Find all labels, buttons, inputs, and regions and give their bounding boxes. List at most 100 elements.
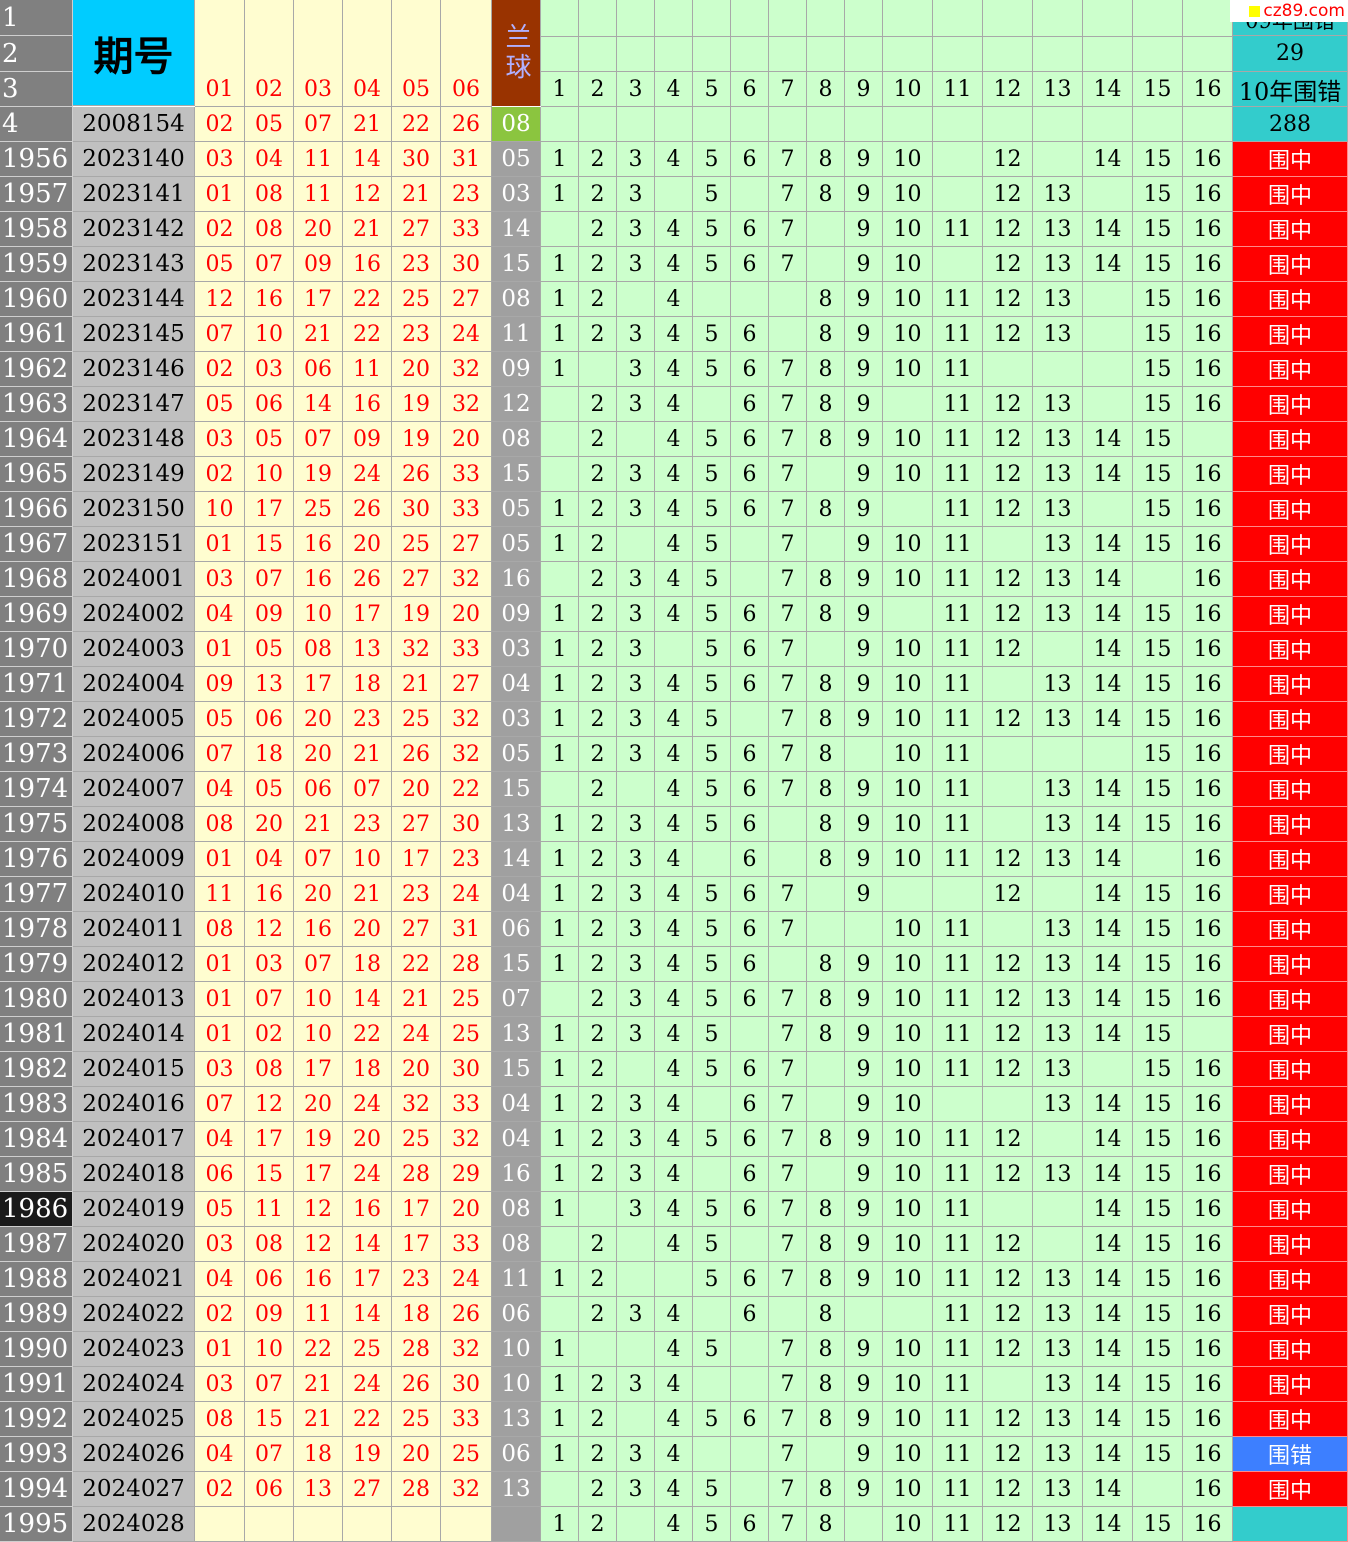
grid-cell[interactable]: 12 — [983, 947, 1033, 982]
grid-cell[interactable] — [807, 107, 845, 142]
grid-cell[interactable] — [693, 1087, 731, 1122]
grid-cell[interactable]: 2 — [579, 1472, 617, 1507]
grid-cell[interactable]: 4 — [655, 1507, 693, 1542]
grid-cell[interactable]: 11 — [933, 1262, 983, 1297]
grid-col-header[interactable]: 5 — [693, 72, 731, 107]
grid-cell[interactable]: 3 — [617, 877, 655, 912]
period-cell[interactable]: 2024017 — [73, 1122, 195, 1157]
grid-cell[interactable] — [731, 527, 769, 562]
grid-cell[interactable]: 2 — [579, 282, 617, 317]
grid-cell[interactable]: 12 — [983, 492, 1033, 527]
red-col-header[interactable]: 04 — [343, 72, 392, 107]
grid-cell[interactable] — [933, 877, 983, 912]
red-number-cell[interactable]: 23 — [441, 842, 492, 877]
blue-number-cell[interactable] — [492, 1507, 541, 1542]
grid-cell[interactable]: 16 — [1183, 1262, 1233, 1297]
blue-number-cell[interactable]: 16 — [492, 1157, 541, 1192]
red-number-cell[interactable]: 03 — [195, 562, 245, 597]
red-number-cell[interactable]: 23 — [392, 247, 441, 282]
red-number-cell[interactable]: 16 — [294, 527, 343, 562]
grid-cell[interactable]: 4 — [655, 212, 693, 247]
grid-cell[interactable]: 6 — [731, 807, 769, 842]
grid-cell[interactable]: 4 — [655, 492, 693, 527]
grid-cell[interactable]: 10 — [883, 1367, 933, 1402]
grid-cell[interactable]: 6 — [731, 422, 769, 457]
grid-cell[interactable] — [883, 1297, 933, 1332]
grid-cell[interactable]: 4 — [655, 947, 693, 982]
red-number-cell[interactable]: 06 — [245, 1472, 294, 1507]
period-cell[interactable]: 2024027 — [73, 1472, 195, 1507]
period-cell[interactable]: 2023146 — [73, 352, 195, 387]
period-cell[interactable]: 2024018 — [73, 1157, 195, 1192]
red-number-cell[interactable]: 22 — [294, 1332, 343, 1367]
period-cell[interactable]: 2023144 — [73, 282, 195, 317]
grid-cell[interactable] — [541, 1297, 579, 1332]
grid-cell[interactable]: 2 — [579, 1017, 617, 1052]
grid-cell[interactable]: 4 — [655, 877, 693, 912]
grid-cell[interactable]: 8 — [807, 597, 845, 632]
grid-cell[interactable]: 15 — [1133, 912, 1183, 947]
result-status-cell[interactable]: 围中 — [1233, 282, 1348, 317]
red-number-cell[interactable]: 28 — [441, 947, 492, 982]
grid-cell[interactable]: 12 — [983, 457, 1033, 492]
reference-blue-number[interactable]: 08 — [492, 107, 541, 142]
red-col-header[interactable]: 06 — [441, 72, 492, 107]
red-number-cell[interactable]: 20 — [392, 1052, 441, 1087]
grid-cell[interactable]: 15 — [1133, 632, 1183, 667]
grid-cell[interactable]: 2 — [579, 737, 617, 772]
grid-cell[interactable]: 6 — [731, 667, 769, 702]
grid-cell[interactable]: 14 — [1083, 1507, 1133, 1542]
red-number-cell[interactable]: 05 — [195, 387, 245, 422]
blue-number-cell[interactable]: 13 — [492, 807, 541, 842]
grid-cell[interactable]: 16 — [1183, 527, 1233, 562]
grid-cell[interactable]: 2 — [579, 142, 617, 177]
result-status-cell[interactable]: 围中 — [1233, 597, 1348, 632]
row-header[interactable]: 3 — [0, 72, 73, 107]
grid-cell[interactable]: 16 — [1183, 842, 1233, 877]
red-number-cell[interactable]: 07 — [245, 562, 294, 597]
grid-cell[interactable]: 5 — [693, 632, 731, 667]
grid-cell[interactable] — [655, 107, 693, 142]
grid-cell[interactable]: 9 — [845, 1157, 883, 1192]
red-number-cell[interactable]: 16 — [294, 1262, 343, 1297]
grid-cell[interactable]: 14 — [1083, 877, 1133, 912]
grid-cell[interactable] — [807, 527, 845, 562]
red-number-cell[interactable]: 27 — [392, 807, 441, 842]
grid-cell[interactable]: 14 — [1083, 1437, 1133, 1472]
grid-cell[interactable]: 12 — [983, 1262, 1033, 1297]
grid-cell[interactable]: 7 — [769, 1367, 807, 1402]
red-number-cell[interactable] — [245, 1507, 294, 1542]
grid-cell[interactable]: 15 — [1133, 1017, 1183, 1052]
red-number-cell[interactable]: 01 — [195, 177, 245, 212]
grid-cell[interactable]: 11 — [933, 492, 983, 527]
red-number-cell[interactable]: 16 — [343, 247, 392, 282]
grid-cell[interactable]: 10 — [883, 422, 933, 457]
blue-number-cell[interactable]: 08 — [492, 422, 541, 457]
grid-cell[interactable]: 6 — [731, 247, 769, 282]
grid-cell[interactable]: 2 — [579, 1262, 617, 1297]
row-header[interactable]: 1990 — [0, 1332, 73, 1367]
grid-cell[interactable]: 12 — [983, 317, 1033, 352]
grid-cell[interactable] — [1033, 142, 1083, 177]
red-number-cell[interactable]: 20 — [294, 212, 343, 247]
grid-cell[interactable]: 15 — [1133, 982, 1183, 1017]
grid-cell[interactable]: 11 — [933, 842, 983, 877]
grid-cell[interactable]: 4 — [655, 1332, 693, 1367]
red-number-cell[interactable]: 32 — [392, 632, 441, 667]
red-number-cell[interactable]: 08 — [245, 212, 294, 247]
grid-cell[interactable]: 7 — [769, 1157, 807, 1192]
red-number-cell[interactable]: 20 — [441, 1192, 492, 1227]
red-number-cell[interactable]: 32 — [392, 1087, 441, 1122]
grid-cell[interactable]: 11 — [933, 1122, 983, 1157]
grid-cell[interactable]: 16 — [1183, 877, 1233, 912]
grid-cell[interactable]: 2 — [579, 317, 617, 352]
row-header[interactable]: 1971 — [0, 667, 73, 702]
grid-cell[interactable]: 13 — [1033, 1472, 1083, 1507]
grid-cell[interactable]: 5 — [693, 912, 731, 947]
red-number-cell[interactable]: 07 — [245, 982, 294, 1017]
grid-cell[interactable]: 3 — [617, 492, 655, 527]
grid-cell[interactable]: 4 — [655, 387, 693, 422]
grid-cell[interactable]: 16 — [1183, 1192, 1233, 1227]
grid-cell[interactable]: 6 — [731, 842, 769, 877]
grid-cell[interactable] — [693, 282, 731, 317]
